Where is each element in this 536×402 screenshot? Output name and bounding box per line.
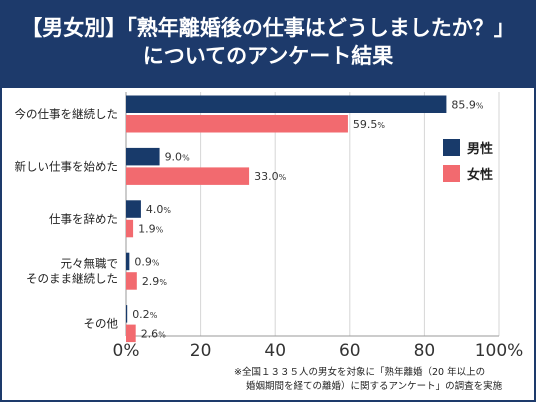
legend-swatch-female [443,165,460,182]
category-label: 今の仕事を継続した [15,107,119,121]
category-label: 仕事を辞めた [49,212,118,226]
bar-value-label: 1.9% [138,223,164,236]
footnote-line-2: 婚姻期間を経ての離婚）に関するアンケート」の調査を実施 [246,381,503,392]
bar-value-label: 0.2% [132,308,158,321]
bar-value-label: 85.9% [451,98,484,111]
female-bar [126,219,134,238]
male-bar [126,252,130,271]
x-tick-label: 80 [414,341,436,361]
chart-title-line-2: についてのアンケート結果 [142,44,394,68]
male-bar [126,200,141,218]
legend-label-female: 女性 [467,167,493,183]
category-label: 元々無職でそのまま継続した [26,257,118,286]
bar-value-label: 9.0% [165,151,191,164]
bar-value-label: 0.9% [134,255,160,268]
male-bar [126,95,447,113]
legend-swatch-male [443,139,460,156]
female-bar [126,272,137,290]
legend-label-male: 男性 [467,141,493,157]
female-bar [126,324,136,343]
bar-value-label: 2.9% [142,275,168,288]
x-tick-label: 100% [475,341,524,361]
x-tick-label: 20 [190,341,212,361]
footnote-line-1: ※全国１３３５人の男女を対象に「熟年離婚（20 年以上の [234,367,486,378]
male-bar [126,147,160,166]
x-tick-label: 40 [264,341,286,361]
male-bar [126,305,128,323]
title-banner: 【男女別】「熟年離婚後の仕事はどうしましたか？」 についてのアンケート結果 [2,2,534,88]
bar-value-label: 33.0% [254,170,287,183]
bar-value-label: 59.5% [353,118,386,131]
bar-value-label: 2.6% [141,327,167,340]
category-label: 新しい仕事を始めた [15,159,119,173]
x-tick-label: 0% [113,341,140,361]
category-label: その他 [84,317,119,331]
female-bar [126,115,348,133]
chart-title-line-1: 【男女別】「熟年離婚後の仕事はどうしましたか？」 [21,16,515,40]
bar-value-label: 4.0% [146,203,172,216]
female-bar [126,167,250,185]
x-tick-label: 60 [339,341,361,361]
survey-footnote: ※全国１３３５人の男女を対象に「熟年離婚（20 年以上の 婚姻期間を経ての離婚）… [234,366,534,394]
bar-chart: 0% 20 40 60 80 100% 85.9% 59.5% 今の仕事を継続した 9.0% 33.… [15,92,524,361]
